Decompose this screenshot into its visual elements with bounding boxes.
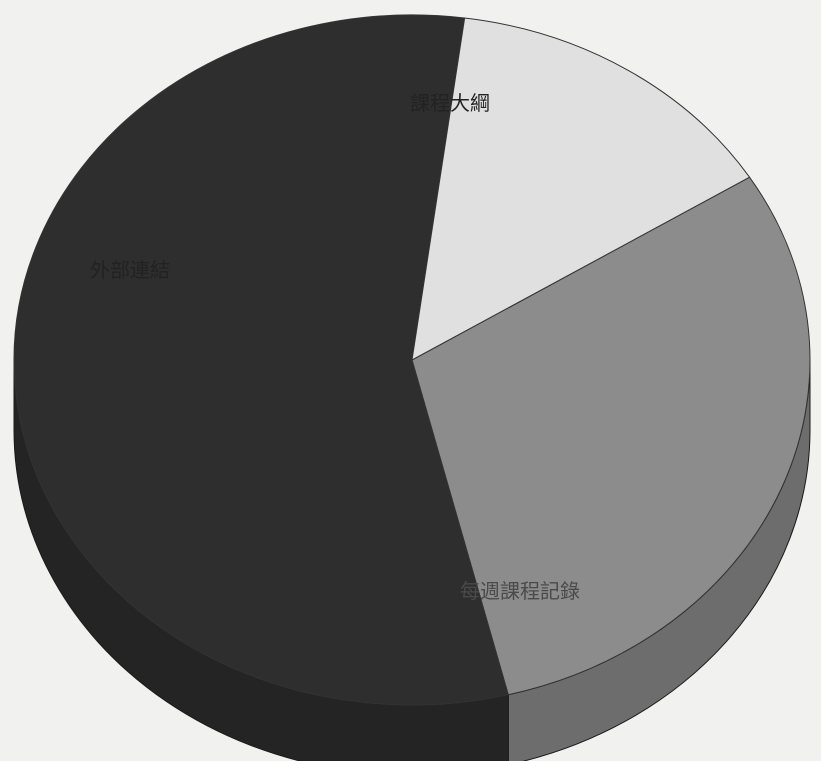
slice-1-label: 課程大綱 bbox=[410, 91, 490, 115]
pie-top bbox=[13, 14, 811, 706]
slice-2-wedge bbox=[13, 14, 509, 706]
slice-3-wedge bbox=[411, 17, 751, 361]
slice-3-label: 外部連結 bbox=[90, 258, 170, 282]
slice-2-label: 每週課程記錄 bbox=[460, 579, 580, 603]
